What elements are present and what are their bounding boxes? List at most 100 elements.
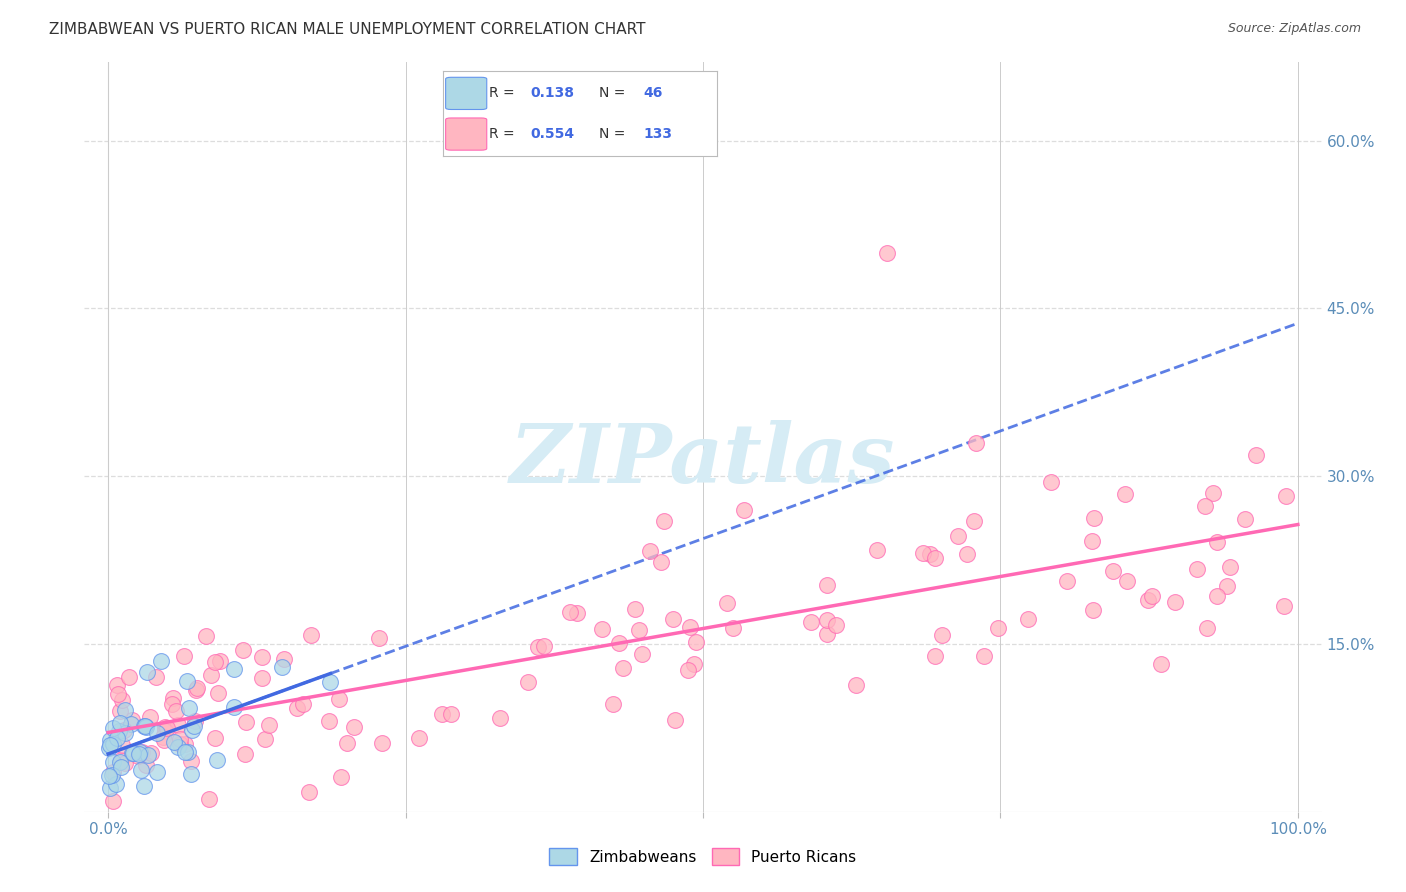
Point	[98, 740, 121, 755]
Point	[165, 704, 187, 718]
Point	[440, 707, 463, 722]
Point	[120, 717, 142, 731]
Point	[931, 628, 953, 642]
Point	[318, 714, 340, 728]
Point	[652, 514, 675, 528]
Point	[973, 648, 995, 663]
Point	[108, 704, 131, 718]
Point	[153, 720, 176, 734]
Point	[1114, 487, 1136, 501]
Point	[1194, 499, 1216, 513]
Point	[222, 661, 245, 675]
Point	[299, 628, 322, 642]
Point	[146, 764, 169, 779]
Text: ZIPatlas: ZIPatlas	[510, 419, 896, 500]
Point	[1136, 593, 1159, 607]
Point	[527, 640, 550, 654]
Point	[368, 631, 391, 645]
Point	[135, 665, 157, 679]
Point	[122, 746, 145, 760]
Point	[134, 719, 156, 733]
Point	[155, 723, 177, 738]
Point	[152, 731, 174, 745]
Point	[328, 692, 350, 706]
Point	[1102, 564, 1125, 578]
Point	[167, 740, 190, 755]
Point	[121, 714, 143, 728]
Point	[105, 731, 128, 746]
Point	[209, 654, 232, 668]
Point	[844, 678, 866, 692]
Point	[176, 674, 198, 689]
Point	[114, 756, 136, 771]
Point	[146, 726, 169, 740]
Point	[173, 648, 195, 663]
Point	[876, 245, 898, 260]
Point	[250, 671, 273, 685]
Point	[815, 627, 838, 641]
Point	[408, 731, 430, 745]
Point	[141, 747, 163, 761]
Point	[815, 613, 838, 627]
Point	[342, 720, 364, 734]
Point	[567, 606, 589, 620]
FancyBboxPatch shape	[446, 118, 486, 150]
Point	[1116, 574, 1139, 589]
Point	[135, 757, 157, 772]
Point	[177, 745, 200, 759]
Point	[1185, 562, 1208, 576]
Point	[946, 529, 969, 543]
Point	[166, 717, 188, 731]
Point	[962, 514, 984, 528]
Point	[330, 770, 353, 784]
Point	[180, 754, 202, 768]
Point	[207, 686, 229, 700]
Point	[186, 681, 208, 696]
Point	[101, 793, 124, 807]
Point	[232, 643, 254, 657]
Point	[591, 622, 613, 636]
Point	[111, 693, 134, 707]
Point	[177, 701, 200, 715]
Point	[430, 707, 453, 722]
Point	[101, 737, 124, 751]
Point	[630, 647, 652, 661]
Point	[285, 700, 308, 714]
Point	[101, 768, 124, 782]
Point	[111, 738, 134, 752]
Text: 0.554: 0.554	[530, 127, 575, 141]
Point	[298, 785, 321, 799]
Point	[291, 697, 314, 711]
Text: Source: ZipAtlas.com: Source: ZipAtlas.com	[1227, 22, 1361, 36]
Point	[1017, 612, 1039, 626]
Point	[1195, 621, 1218, 635]
Point	[815, 578, 838, 592]
Point	[1202, 486, 1225, 500]
Point	[100, 781, 122, 796]
Point	[186, 682, 208, 697]
Point	[139, 710, 162, 724]
Point	[488, 711, 510, 725]
Point	[200, 668, 222, 682]
FancyBboxPatch shape	[446, 78, 486, 110]
Text: ZIMBABWEAN VS PUERTO RICAN MALE UNEMPLOYMENT CORRELATION CHART: ZIMBABWEAN VS PUERTO RICAN MALE UNEMPLOY…	[49, 22, 645, 37]
Point	[114, 726, 136, 740]
Point	[609, 635, 631, 649]
Point	[98, 732, 121, 747]
Point	[108, 755, 131, 769]
Point	[273, 651, 295, 665]
Point	[129, 763, 152, 777]
Legend: Zimbabweans, Puerto Ricans: Zimbabweans, Puerto Ricans	[543, 842, 863, 871]
Point	[156, 722, 179, 736]
Point	[194, 630, 217, 644]
Point	[112, 723, 135, 737]
Point	[560, 605, 582, 619]
Point	[678, 620, 700, 634]
Point	[135, 720, 157, 734]
Point	[108, 715, 131, 730]
Point	[965, 435, 987, 450]
Point	[110, 760, 132, 774]
Point	[110, 753, 132, 767]
Point	[662, 612, 685, 626]
Point	[918, 548, 941, 562]
